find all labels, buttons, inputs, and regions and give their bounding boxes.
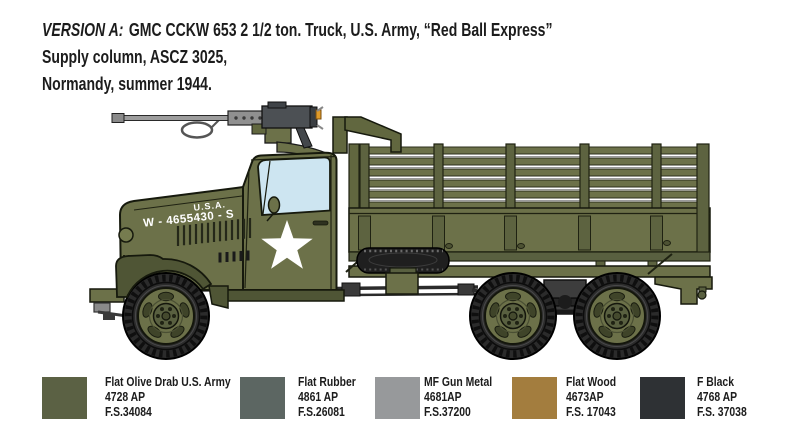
gun-grip [295,127,313,149]
gun-muzzle [111,113,125,123]
caption: VERSION A: GMC CCKW 653 2 1/2 ton. Truck,… [42,17,697,98]
caption-line-2: Supply column, ASCZ 3025, [42,47,228,67]
caption-line-3: Normandy, summer 1944. [42,74,212,94]
color-swatch-rubber [240,377,285,419]
color-swatch-black [640,377,685,419]
gun-buffer-tip [315,109,322,120]
hood-louvers [176,218,252,246]
usa-marking: U.S.A. [193,199,226,212]
color-label-gun-metal: MF Gun Metal 4681AP F.S.37200 [424,374,493,419]
color-swatch-gun-metal [375,377,420,419]
caption-line-1: VERSION A: GMC CCKW 653 2 1/2 ton. Truck,… [42,17,553,44]
gun-barrel [115,115,235,121]
rear-wheel-back [574,273,660,359]
version-label: VERSION A: [42,20,124,40]
rear-wheel-front [470,273,556,359]
color-label-black: F Black 4768 AP F.S. 37038 [697,374,747,419]
front-wheel [123,273,209,359]
running-board [209,289,345,302]
cab [239,151,338,291]
color-swatch-olive-drab [42,377,87,419]
gun-retracting-loop [180,121,214,139]
cowl-louvers [218,250,250,263]
cargo-bed-panel [345,143,713,305]
front-fender [115,254,345,309]
cargo-rack [349,143,709,212]
door-star [261,220,313,269]
battery-box-step [385,272,419,295]
gun-receiver [261,105,313,129]
gun-pedestal [264,126,292,144]
color-label-olive-drab: Flat Olive Drab U.S. Army 4728 AP F.S.34… [105,374,231,419]
machine-gun [111,101,334,165]
headlight [118,227,134,243]
color-swatch-wood [512,377,557,419]
color-label-wood: Flat Wood 4673AP F.S. 17043 [566,374,617,419]
rear-frame-bracket [654,276,713,305]
spare-tire [356,247,450,274]
caption-text-block: VERSION A: GMC CCKW 653 2 1/2 ton. Truck,… [42,17,553,98]
side-mirror [267,196,281,214]
door-handle [312,220,329,226]
caption-line-1-text: GMC CCKW 653 2 1/2 ton. Truck, U.S. Army… [128,20,553,40]
gun-mount-stand [332,116,402,154]
color-label-rubber: Flat Rubber 4861 AP F.S.26081 [298,374,356,419]
